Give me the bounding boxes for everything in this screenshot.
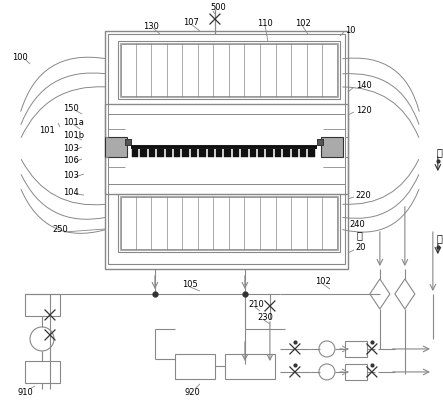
Bar (283, 150, 290, 158)
Text: 102: 102 (295, 18, 311, 28)
Bar (108, 194, 345, 264)
Bar (125, 140, 131, 146)
Bar (207, 150, 214, 158)
Bar (105, 138, 127, 158)
Bar (345, 364, 367, 380)
Text: 101b: 101b (63, 130, 84, 139)
Text: 230: 230 (257, 313, 273, 322)
Text: 101: 101 (39, 125, 55, 134)
Text: 130: 130 (143, 22, 159, 30)
Text: 210: 210 (248, 300, 264, 309)
Bar (157, 150, 163, 158)
Text: 240: 240 (350, 220, 365, 229)
Text: 101a: 101a (63, 117, 84, 126)
Bar (105, 32, 348, 269)
Bar (241, 150, 248, 158)
Text: 20: 20 (356, 243, 366, 252)
Text: 110: 110 (257, 18, 272, 28)
Bar (249, 150, 256, 158)
Text: 104: 104 (63, 187, 79, 196)
Bar (140, 150, 147, 158)
Bar (317, 140, 323, 146)
Bar (321, 138, 343, 158)
Text: 102: 102 (315, 277, 330, 286)
Bar (105, 105, 348, 194)
Bar (191, 150, 197, 158)
Text: 103: 103 (63, 170, 79, 179)
Bar (25, 361, 60, 383)
Bar (149, 150, 155, 158)
Bar (199, 150, 206, 158)
Text: 下: 下 (357, 229, 363, 239)
Text: 250: 250 (52, 225, 68, 234)
Bar (108, 35, 345, 105)
Bar (183, 150, 189, 158)
Bar (174, 150, 180, 158)
Bar (121, 198, 337, 249)
Text: 920: 920 (185, 387, 201, 397)
Text: 107: 107 (183, 18, 199, 26)
Text: 150: 150 (63, 103, 79, 112)
Bar (118, 42, 340, 100)
Text: 910: 910 (18, 387, 34, 397)
Text: 220: 220 (356, 190, 372, 199)
Text: 上: 上 (437, 147, 443, 157)
Text: 106: 106 (63, 155, 79, 164)
Text: 103: 103 (63, 143, 79, 152)
Bar (258, 150, 264, 158)
Text: 120: 120 (356, 105, 372, 114)
Bar (25, 294, 60, 316)
Bar (345, 341, 367, 357)
Text: 下: 下 (437, 233, 443, 242)
Bar (300, 150, 307, 158)
Bar (233, 150, 239, 158)
Bar (216, 150, 222, 158)
Bar (308, 150, 315, 158)
Text: 10: 10 (345, 26, 355, 34)
Bar (225, 354, 275, 379)
Bar (224, 150, 231, 158)
Bar (266, 150, 273, 158)
Text: 100: 100 (12, 53, 28, 61)
Text: 140: 140 (356, 80, 372, 89)
Bar (166, 150, 172, 158)
Bar (132, 150, 139, 158)
Bar (118, 194, 340, 252)
Bar (275, 150, 281, 158)
Bar (175, 354, 215, 379)
Bar (291, 150, 298, 158)
Text: 105: 105 (182, 280, 198, 289)
Text: 500: 500 (210, 2, 226, 12)
Bar (121, 45, 337, 97)
